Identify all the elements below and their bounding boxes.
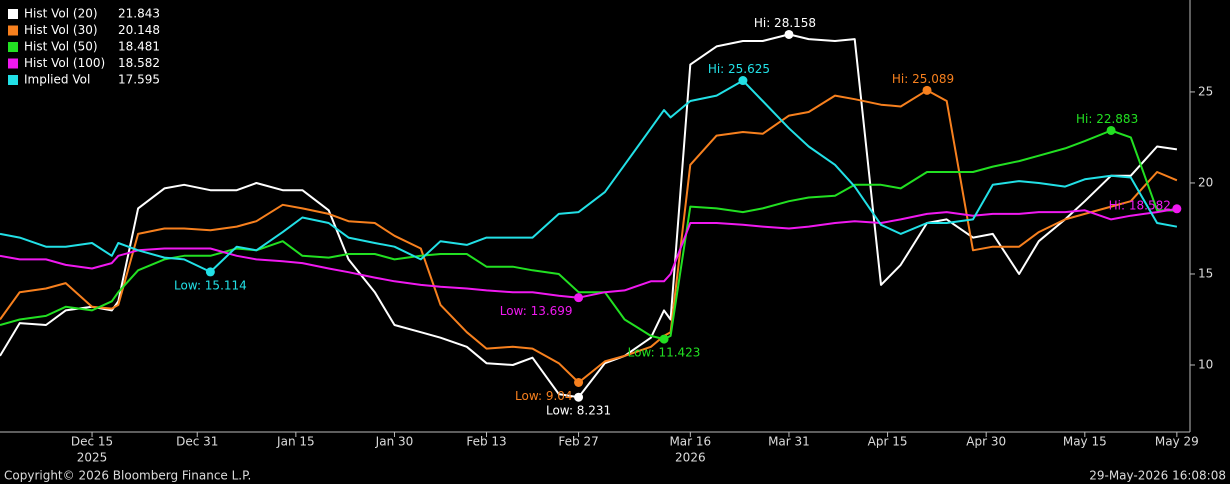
year-label: 2025 [77,451,108,465]
annotation-dot [922,85,932,95]
annotation-dot [738,76,748,86]
legend-value: 18.481 [118,40,160,54]
annotation-label: Hi: 28.158 [754,16,816,30]
x-tick-label: Jan 30 [375,435,414,449]
legend-label: Implied Vol [24,73,90,87]
legend-box [4,4,164,92]
legend-swatch [8,58,18,69]
annotation-label: Low: 15.114 [174,278,247,292]
x-tick-label: Jan 15 [276,435,315,449]
x-tick-label: Apr 15 [868,435,908,449]
x-tick-label: Dec 31 [176,435,218,449]
x-tick-label: May 29 [1155,435,1199,449]
annotation-label: Hi: 22.883 [1076,112,1138,126]
y-tick-label: 15 [1198,266,1213,280]
y-tick-label: 25 [1198,84,1213,98]
legend-label: Hist Vol (100) [24,56,105,70]
legend-swatch [8,9,18,19]
legend-label: Hist Vol (50) [24,40,98,54]
annotation-label: Hi: 25.625 [708,62,770,76]
series-line [0,79,1178,273]
year-label: 2026 [675,451,706,465]
series-line [0,129,1177,341]
legend-value: 20.148 [118,23,160,37]
annotation-dot [659,334,669,344]
legend-swatch [8,42,18,52]
legend-value: 17.595 [118,73,160,87]
x-tick-label: Feb 13 [466,435,506,449]
x-tick-label: Dec 15 [71,435,113,449]
copyright: Copyright© 2026 Bloomberg Finance L.P. [4,469,251,483]
x-tick-label: Mar 16 [669,435,711,449]
legend: Hist Vol (20) 21.843 Hist Vol (30) 20.148 Hi… [4,4,164,92]
y-tick-label: 10 [1198,358,1213,372]
annotation-label: Low: 13.699 [500,304,573,318]
annotation-dot [574,392,584,402]
x-tick-label: May 15 [1063,435,1107,449]
legend-swatch [8,75,18,85]
x-tick-label: Apr 30 [966,435,1006,449]
legend-value: 21.843 [118,7,160,21]
annotation-label: Low: 9.04 [515,389,573,403]
x-tick-label: Feb 27 [558,435,598,449]
series-line [0,89,1178,384]
timestamp: 29-May-2026 16:08:08 [1089,469,1226,483]
series-line [0,33,1178,399]
annotation-dot [784,29,794,39]
legend-value: 18.582 [118,56,160,70]
annotation-label: Low: 8.231 [546,404,611,418]
annotation-label: Low: 11.423 [628,346,701,360]
annotation-dot [574,377,584,387]
annotation-label: Hi: 18.582 [1109,198,1171,212]
x-tick-label: Mar 31 [768,435,810,449]
annotation-label: Hi: 25.089 [892,72,954,86]
y-tick-label: 20 [1198,175,1213,189]
legend-label: Hist Vol (30) [24,23,98,37]
legend-label: Hist Vol (20) [24,7,98,21]
legend-swatch [8,25,18,36]
annotation-dot [574,293,584,303]
annotation-dot [1106,125,1116,135]
annotation-dot [1172,204,1182,214]
annotation-dot [205,267,215,277]
